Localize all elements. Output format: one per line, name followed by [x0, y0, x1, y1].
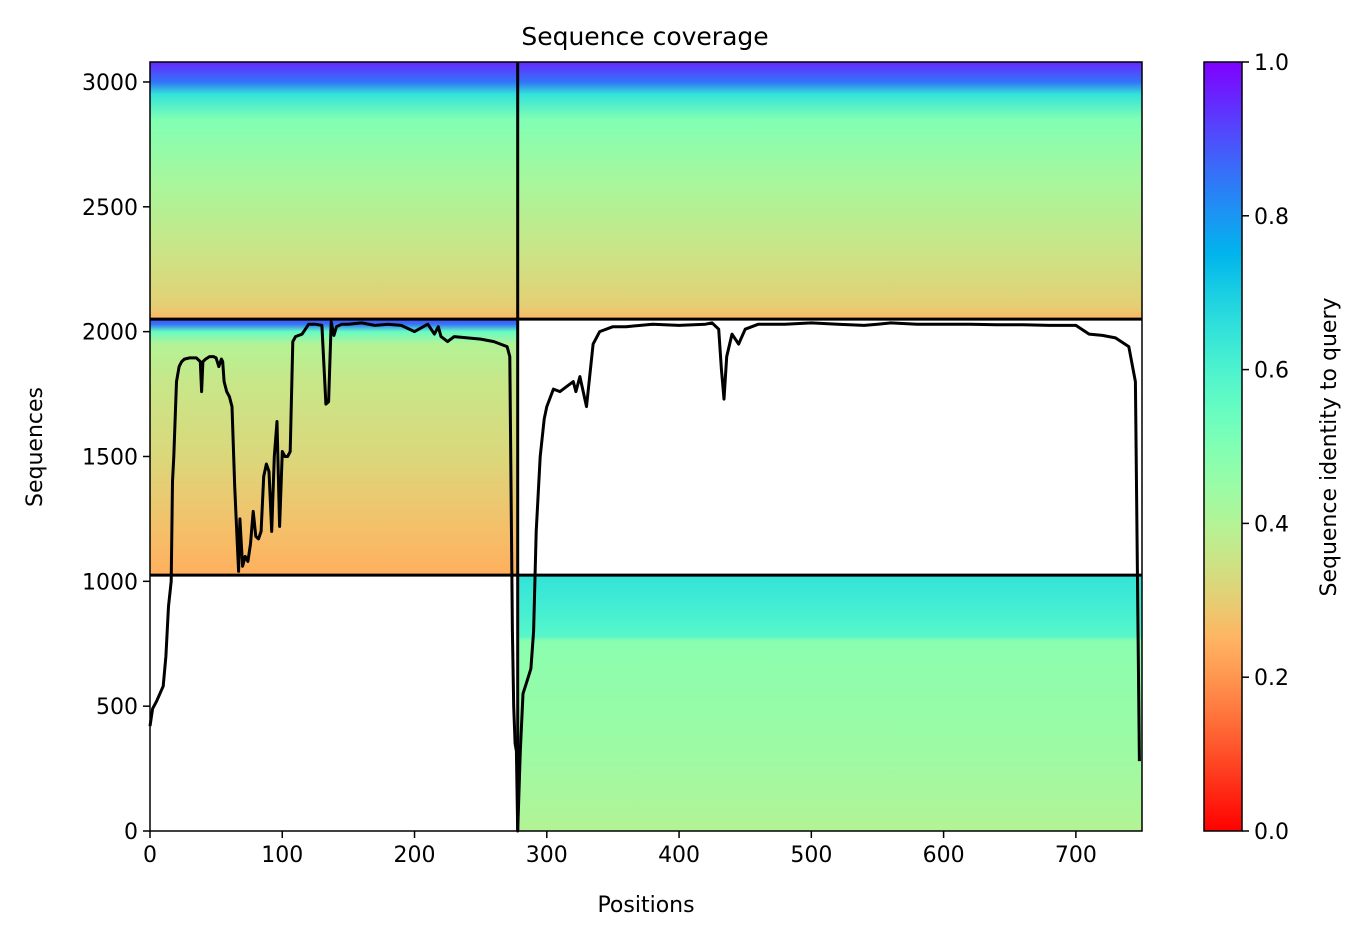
x-tick-label: 100 — [261, 843, 303, 868]
y-axis: 0 500 1000 1500 2000 2500 3000 — [82, 71, 150, 845]
y-tick-label: 0 — [124, 820, 138, 845]
colorbar: 0.0 0.2 0.4 0.6 0.8 1.0 Sequence identity to … — [1203, 51, 1342, 845]
colorbar-tick-label: 0.8 — [1254, 205, 1289, 230]
colorbar-tick-label: 0.4 — [1254, 512, 1289, 537]
colorbar-ticks: 0.0 0.2 0.4 0.6 0.8 1.0 — [1242, 51, 1289, 845]
x-axis-label: Positions — [597, 893, 694, 918]
plot-area — [150, 62, 1142, 831]
x-axis: 0 100 200 300 400 500 600 700 — [143, 831, 1097, 868]
y-tick-label: 3000 — [82, 71, 138, 96]
colorbar-tick-label: 0.0 — [1254, 820, 1289, 845]
block-chain-2 — [517, 575, 1142, 831]
colorbar-gradient — [1203, 61, 1243, 832]
x-tick-label: 0 — [143, 843, 157, 868]
x-tick-label: 500 — [790, 843, 832, 868]
plot-frame — [149, 61, 1143, 832]
y-tick-label: 2500 — [82, 196, 138, 221]
y-axis-label: Sequences — [23, 387, 48, 507]
block-boundaries — [150, 62, 1142, 831]
coverage-line — [148, 320, 1141, 833]
y-tick-label: 2000 — [82, 321, 138, 346]
chart-title: Sequence coverage — [521, 22, 768, 51]
y-tick-label: 1500 — [82, 445, 138, 470]
y-tick-label: 500 — [96, 695, 138, 720]
colorbar-tick-label: 0.6 — [1254, 359, 1289, 384]
block-chain-1 — [150, 319, 518, 576]
x-tick-label: 600 — [923, 843, 965, 868]
x-tick-label: 400 — [658, 843, 700, 868]
x-tick-label: 700 — [1055, 843, 1097, 868]
x-tick-label: 200 — [394, 843, 436, 868]
colorbar-tick-label: 0.2 — [1254, 666, 1289, 691]
x-tick-label: 300 — [526, 843, 568, 868]
colorbar-tick-label: 1.0 — [1254, 51, 1289, 76]
block-full-complex — [150, 62, 1142, 320]
colorbar-label: Sequence identity to query — [1317, 297, 1342, 596]
y-tick-label: 1000 — [82, 570, 138, 595]
